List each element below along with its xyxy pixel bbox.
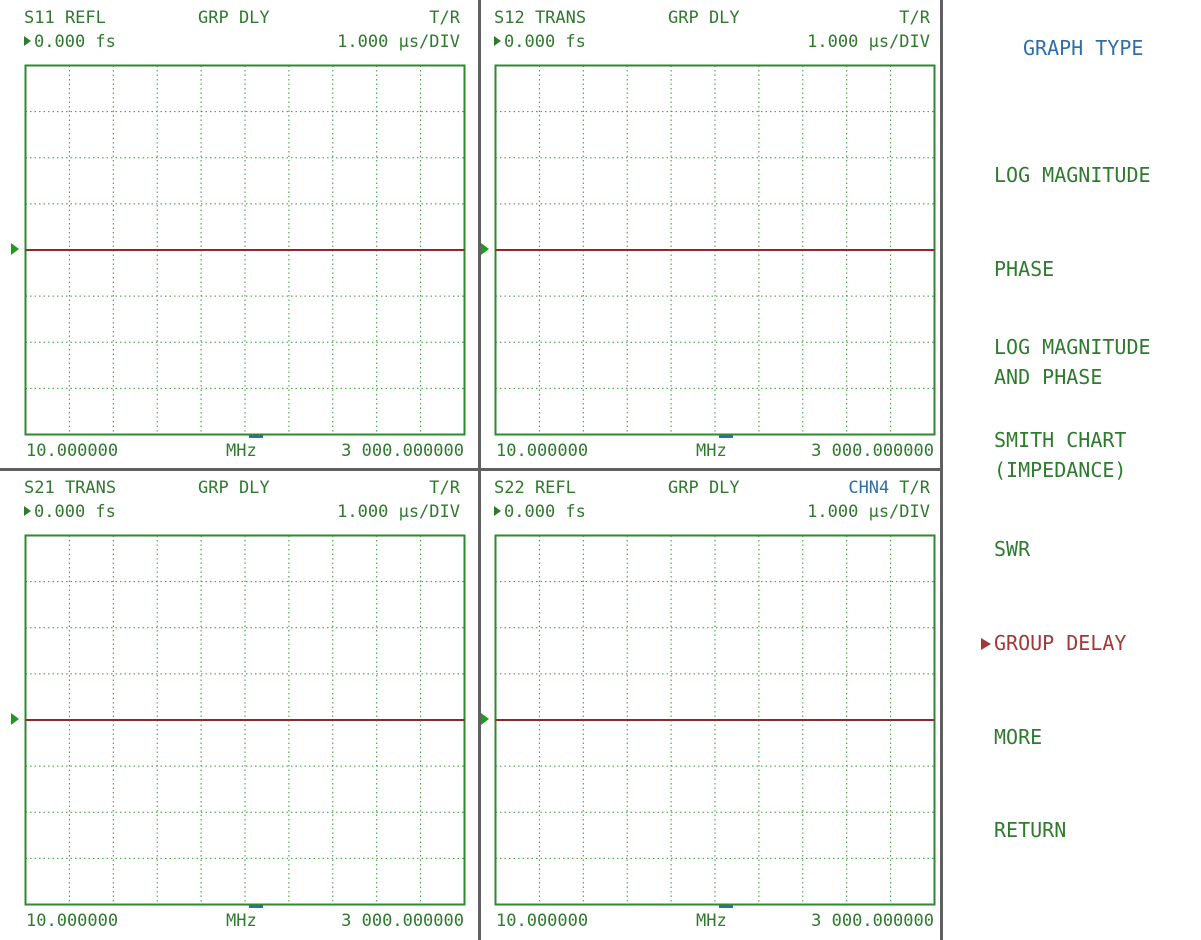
panel-scale-row: 0.000 fs 1.000 µs/DIV	[10, 32, 460, 54]
mode-label: T/R	[419, 8, 460, 28]
panel-header: S11 REFL GRP DLY T/R	[10, 8, 460, 30]
menu-item-label-line-2: (IMPEDANCE)	[994, 458, 1127, 482]
channel-panel-3[interactable]: S21 TRANS GRP DLY T/R 0.000 fs 1.000 µs/…	[0, 470, 470, 938]
frequency-row: 10.000000 MHz 3 000.000000	[494, 905, 934, 933]
menu-item-smith-chart[interactable]: SMITH CHART (IMPEDANCE)	[994, 425, 1126, 485]
menu-title: GRAPH TYPE	[1023, 36, 1144, 60]
panel-header: S21 TRANS GRP DLY T/R	[10, 478, 460, 500]
format-label: GRP DLY	[668, 8, 740, 28]
parameter-label: S12 TRANS	[494, 8, 587, 28]
scale-label: 1.000 µs/DIV	[807, 502, 930, 522]
menu-item-return[interactable]: RETURN	[994, 815, 1066, 845]
reference-value: 0.000 fs	[24, 32, 116, 52]
menu-item-label: MORE	[994, 725, 1043, 749]
menu-item-more[interactable]: MORE	[994, 722, 1042, 752]
plot-grid[interactable]	[24, 64, 466, 436]
frequency-row: 10.000000 MHz 3 000.000000	[24, 435, 464, 463]
menu-item-label: SWR	[994, 537, 1031, 561]
parameter-label: S22 REFL	[494, 478, 576, 498]
stop-frequency: 3 000.000000	[811, 441, 934, 461]
calibration-mode: T/R	[899, 478, 930, 498]
stop-frequency: 3 000.000000	[811, 911, 934, 931]
stop-frequency: 3 000.000000	[341, 441, 464, 461]
plot-grid[interactable]	[494, 534, 936, 906]
panel-scale-row: 0.000 fs 1.000 µs/DIV	[480, 502, 930, 524]
calibration-mode: T/R	[429, 8, 460, 28]
menu-item-swr[interactable]: SWR	[994, 534, 1030, 564]
format-label: GRP DLY	[198, 478, 270, 498]
panel-scale-row: 0.000 fs 1.000 µs/DIV	[480, 32, 930, 54]
display-area: S11 REFL GRP DLY T/R 0.000 fs 1.000 µs/D…	[0, 0, 943, 940]
frequency-unit: MHz	[696, 441, 727, 461]
menu-item-label: SMITH CHART	[994, 428, 1127, 452]
reference-arrow-icon	[24, 36, 31, 46]
start-frequency: 10.000000	[26, 441, 119, 461]
scale-label: 1.000 µs/DIV	[337, 502, 460, 522]
start-frequency: 10.000000	[496, 911, 589, 931]
channel-panel-4[interactable]: S22 REFL GRP DLY CHN4 T/R 0.000 fs 1.000 …	[470, 470, 940, 938]
format-label: GRP DLY	[668, 478, 740, 498]
panel-header: S22 REFL GRP DLY CHN4 T/R	[480, 478, 930, 500]
stop-frequency: 3 000.000000	[341, 911, 464, 931]
reference-marker-icon	[481, 713, 489, 725]
menu-item-label: LOG MAGNITUDE	[994, 335, 1151, 359]
menu-item-label-line-2: AND PHASE	[994, 365, 1103, 389]
frequency-row: 10.000000 MHz 3 000.000000	[24, 905, 464, 933]
reference-arrow-icon	[494, 36, 501, 46]
mode-label: CHN4 T/R	[848, 478, 930, 498]
calibration-mode: T/R	[429, 478, 460, 498]
menu-item-log-magnitude-and-phase[interactable]: LOG MAGNITUDE AND PHASE	[994, 332, 1151, 392]
scale-label: 1.000 µs/DIV	[807, 32, 930, 52]
frequency-row: 10.000000 MHz 3 000.000000	[494, 435, 934, 463]
plot-grid[interactable]	[24, 534, 466, 906]
center-tick-icon	[719, 905, 733, 908]
channel-label: CHN4	[848, 478, 890, 498]
reference-marker-icon	[11, 243, 19, 255]
menu-item-group-delay[interactable]: GROUP DELAY	[994, 628, 1126, 658]
menu-item-label: LOG MAGNITUDE	[994, 163, 1151, 187]
reference-value: 0.000 fs	[24, 502, 116, 522]
frequency-unit: MHz	[226, 441, 257, 461]
reference-value: 0.000 fs	[494, 502, 586, 522]
active-selection-arrow-icon	[981, 638, 991, 650]
parameter-label: S11 REFL	[24, 8, 106, 28]
reference-arrow-icon	[494, 506, 501, 516]
center-tick-icon	[249, 905, 263, 908]
mode-label: T/R	[419, 478, 460, 498]
scale-label: 1.000 µs/DIV	[337, 32, 460, 52]
plot-grid[interactable]	[494, 64, 936, 436]
menu-item-label: RETURN	[994, 818, 1067, 842]
reference-arrow-icon	[24, 506, 31, 516]
panel-scale-row: 0.000 fs 1.000 µs/DIV	[10, 502, 460, 524]
panel-header: S12 TRANS GRP DLY T/R	[480, 8, 930, 30]
start-frequency: 10.000000	[496, 441, 589, 461]
parameter-label: S21 TRANS	[24, 478, 117, 498]
menu-item-label: GROUP DELAY	[994, 631, 1127, 655]
menu-item-label: PHASE	[994, 257, 1055, 281]
start-frequency: 10.000000	[26, 911, 119, 931]
mode-label: T/R	[889, 8, 930, 28]
reference-value: 0.000 fs	[494, 32, 586, 52]
center-tick-icon	[719, 435, 733, 438]
menu-item-log-magnitude[interactable]: LOG MAGNITUDE	[994, 160, 1151, 190]
channel-panel-1[interactable]: S11 REFL GRP DLY T/R 0.000 fs 1.000 µs/D…	[0, 0, 470, 468]
format-label: GRP DLY	[198, 8, 270, 28]
channel-panel-2[interactable]: S12 TRANS GRP DLY T/R 0.000 fs 1.000 µs/…	[470, 0, 940, 468]
frequency-unit: MHz	[696, 911, 727, 931]
calibration-mode: T/R	[899, 8, 930, 28]
frequency-unit: MHz	[226, 911, 257, 931]
reference-marker-icon	[11, 713, 19, 725]
reference-marker-icon	[481, 243, 489, 255]
center-tick-icon	[249, 435, 263, 438]
panel-divider-horizontal	[0, 468, 943, 471]
menu-item-phase[interactable]: PHASE	[994, 254, 1054, 284]
soft-key-menu: GRAPH TYPE LOG MAGNITUDE PHASE LOG MAGNI…	[943, 0, 1201, 940]
